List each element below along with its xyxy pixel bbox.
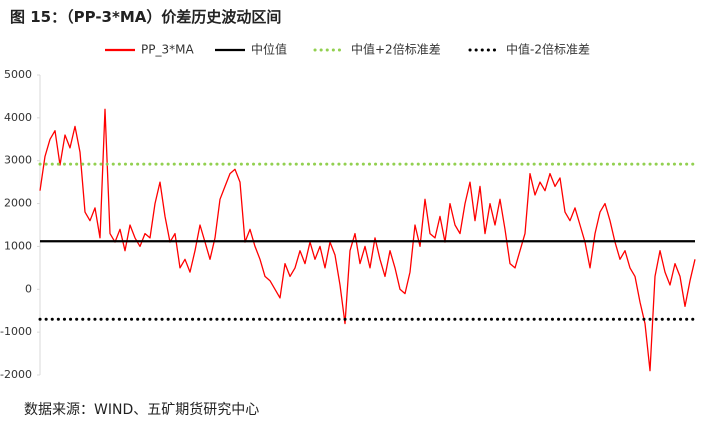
chart: -2000 -1000 0 1000 2000 3000 4000 5000 PP_3*MA 中位… [0,42,697,381]
legend-label: 中值-2倍标准差 [506,42,590,57]
legend-label: PP_3*MA [141,43,194,57]
y-tick-label: -2000 [0,368,32,381]
data-line [39,108,696,372]
y-tick-label: 0 [25,282,32,295]
y-tick-label: 2000 [4,197,32,210]
y-tick-label: 1000 [4,239,32,252]
legend-label: 中位值 [251,42,287,57]
source-note: 数据来源：WIND、五矿期货研究中心 [24,402,260,418]
y-tick-label: 4000 [4,111,32,124]
legend-label: 中值+2倍标准差 [351,42,441,57]
y-tick-label: -1000 [0,325,32,338]
chart-title: 图 15：（PP-3*MA）价差历史波动区间 [10,8,282,26]
y-tick-label: 3000 [4,154,32,167]
y-tick-label: 5000 [4,68,32,81]
